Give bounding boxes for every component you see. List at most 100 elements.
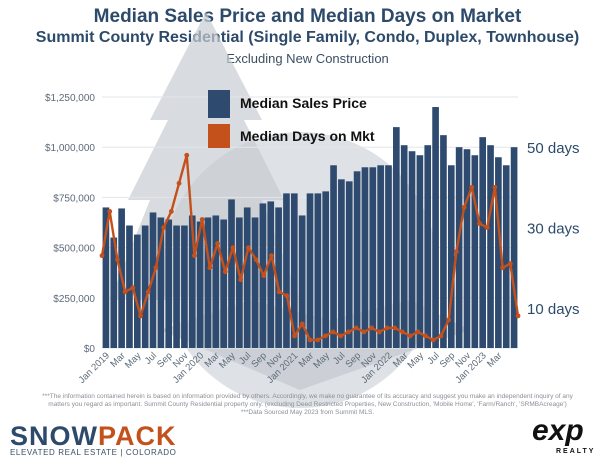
days-point: [500, 265, 505, 271]
price-bar: [141, 225, 149, 348]
days-point: [138, 313, 143, 319]
days-point: [284, 293, 290, 299]
days-point: [507, 261, 513, 267]
days-point: [215, 241, 220, 246]
days-point: [199, 217, 205, 222]
days-point: [292, 333, 297, 339]
price-bar: [393, 127, 400, 349]
days-point: [168, 209, 174, 214]
x-tick-label: Jan 2019: [77, 350, 112, 385]
exp-realty-label: REALTY: [556, 448, 596, 455]
price-bar: [306, 193, 314, 348]
days-point: [400, 329, 405, 335]
price-bar: [400, 145, 408, 348]
left-tick-label: $0: [84, 344, 96, 355]
logo-snow: SNOW: [10, 421, 98, 451]
days-point: [230, 245, 236, 251]
days-point: [238, 277, 244, 283]
price-bar: [479, 137, 487, 348]
days-point: [407, 333, 413, 339]
price-bar: [133, 234, 141, 348]
price-bar: [181, 225, 188, 348]
days-point: [423, 333, 428, 339]
price-bar: [228, 199, 235, 348]
days-point: [453, 249, 459, 255]
price-bar: [110, 237, 118, 348]
price-bar: [188, 215, 196, 348]
days-point: [261, 273, 267, 279]
price-bar: [251, 217, 259, 348]
price-bar: [157, 217, 165, 348]
price-bar: [204, 217, 212, 348]
left-tick-label: $1,250,000: [45, 93, 95, 104]
price-bar: [385, 165, 392, 348]
legend-label-days: Median Days on Mkt: [240, 128, 375, 144]
left-tick-label: $750,000: [53, 193, 95, 204]
days-point: [384, 325, 390, 331]
days-point: [99, 253, 105, 259]
price-bar: [369, 167, 377, 348]
days-point: [515, 313, 521, 319]
price-bar: [236, 217, 243, 348]
price-bar: [510, 147, 518, 348]
price-bar: [377, 165, 384, 348]
chart-note: Excluding New Construction: [226, 51, 389, 66]
price-bar: [267, 201, 275, 348]
days-point: [192, 253, 197, 259]
price-bar: [330, 165, 337, 348]
price-bar: [455, 147, 463, 348]
price-bar: [416, 155, 424, 348]
price-bar: [424, 145, 432, 348]
price-bar: [298, 215, 306, 348]
days-point: [353, 325, 359, 331]
chart-subtitle: Summit County Residential (Single Family…: [35, 29, 580, 46]
right-tick-label: 10 days: [527, 301, 580, 318]
days-point: [415, 329, 421, 335]
price-bar: [447, 165, 455, 348]
price-bar: [290, 193, 298, 348]
days-point: [176, 180, 182, 186]
x-tick-label: May: [123, 350, 144, 371]
days-point: [269, 253, 274, 259]
right-tick-label: 50 days: [527, 140, 580, 157]
days-point: [484, 225, 490, 230]
price-bar: [196, 221, 204, 348]
days-point: [446, 317, 452, 323]
price-bar: [495, 157, 502, 348]
price-bar: [283, 193, 290, 348]
days-point: [245, 245, 251, 251]
price-bar: [165, 219, 173, 348]
logo-pack: PACK: [98, 421, 177, 451]
days-point: [122, 289, 128, 295]
exp-logo: exp: [532, 414, 584, 447]
price-bar: [471, 155, 479, 348]
legend-swatch-price: [208, 90, 230, 118]
days-point: [346, 329, 351, 335]
days-point: [369, 325, 375, 331]
legend-label-price: Median Sales Price: [240, 95, 367, 111]
days-point: [430, 337, 436, 343]
days-point: [253, 257, 259, 263]
days-point: [207, 265, 213, 271]
days-point: [307, 337, 313, 343]
price-bar: [408, 151, 416, 348]
price-bar: [212, 215, 220, 348]
days-point: [153, 265, 159, 271]
snowpack-tagline: ELEVATED REAL ESTATE | COLORADO: [10, 448, 177, 457]
mountain-tree-watermark: [110, 12, 470, 408]
price-bar: [502, 165, 510, 348]
days-point: [315, 337, 321, 343]
days-point: [330, 329, 336, 335]
price-bar: [487, 145, 494, 348]
price-bar: [361, 167, 369, 348]
price-bar: [173, 225, 180, 348]
days-point: [184, 152, 190, 158]
days-point: [469, 184, 475, 190]
right-tick-label: 30 days: [527, 221, 580, 238]
days-point: [323, 333, 328, 339]
days-point: [492, 184, 498, 190]
chart-title: Median Sales Price and Median Days on Ma…: [93, 6, 522, 27]
price-bar: [463, 149, 471, 348]
x-tick-label: Mar: [485, 350, 504, 369]
